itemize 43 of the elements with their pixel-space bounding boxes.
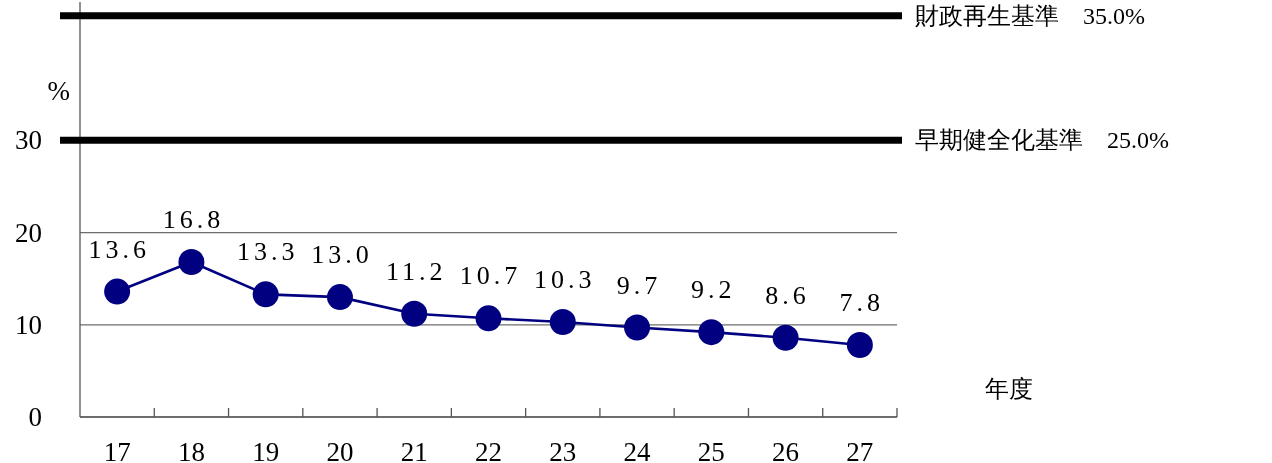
ref-line-label: 財政再生基準 35.0% — [915, 2, 1145, 29]
point — [326, 284, 353, 311]
point — [252, 281, 279, 308]
data-label: 13.6 — [88, 234, 150, 264]
x-tick-label: 24 — [623, 437, 652, 463]
point — [104, 278, 131, 305]
y-tick-label: 30 — [15, 125, 42, 156]
ref-line: 早期健全化基準 25.0% — [60, 127, 1169, 154]
data-label: 10.7 — [459, 261, 522, 291]
data-label: 10.3 — [534, 265, 596, 295]
x-tick-label: 27 — [846, 437, 874, 463]
x-tick-label: 23 — [549, 437, 577, 463]
y-tick-label: 10 — [15, 309, 42, 340]
x-tick-label: 21 — [400, 437, 428, 463]
point — [698, 319, 725, 346]
point — [624, 314, 651, 341]
x-tick-label: 22 — [475, 437, 502, 463]
data-label: 13.3 — [236, 237, 299, 267]
y-tick-label: 0 — [28, 402, 42, 432]
x-tick-label: 25 — [697, 437, 725, 463]
data-label: 16.8 — [162, 205, 225, 235]
point — [178, 249, 205, 276]
x-tick-label: 20 — [326, 437, 354, 463]
data-label: 8.6 — [765, 280, 810, 310]
x-tick-label: 26 — [772, 437, 800, 463]
point — [401, 300, 428, 327]
data-label: 9.7 — [616, 270, 662, 300]
x-tick-label: 17 — [103, 437, 131, 463]
data-label: 9.2 — [691, 275, 736, 305]
data-label: 7.8 — [839, 288, 885, 318]
ref-line-label: 早期健全化基準 25.0% — [915, 127, 1169, 154]
y-tick-label: 20 — [15, 217, 42, 248]
point — [846, 332, 873, 359]
x-tick-label: 19 — [252, 437, 280, 463]
data-label: 13.0 — [311, 240, 373, 270]
x-tick-label: 18 — [177, 437, 205, 463]
point — [549, 309, 576, 336]
point — [475, 305, 502, 332]
y-axis-title: % — [47, 76, 70, 107]
data-label: 11.2 — [385, 256, 447, 286]
x-axis-title: 年度 — [985, 376, 1033, 402]
ref-line: 財政再生基準 35.0% — [60, 2, 1145, 29]
point — [772, 324, 799, 351]
